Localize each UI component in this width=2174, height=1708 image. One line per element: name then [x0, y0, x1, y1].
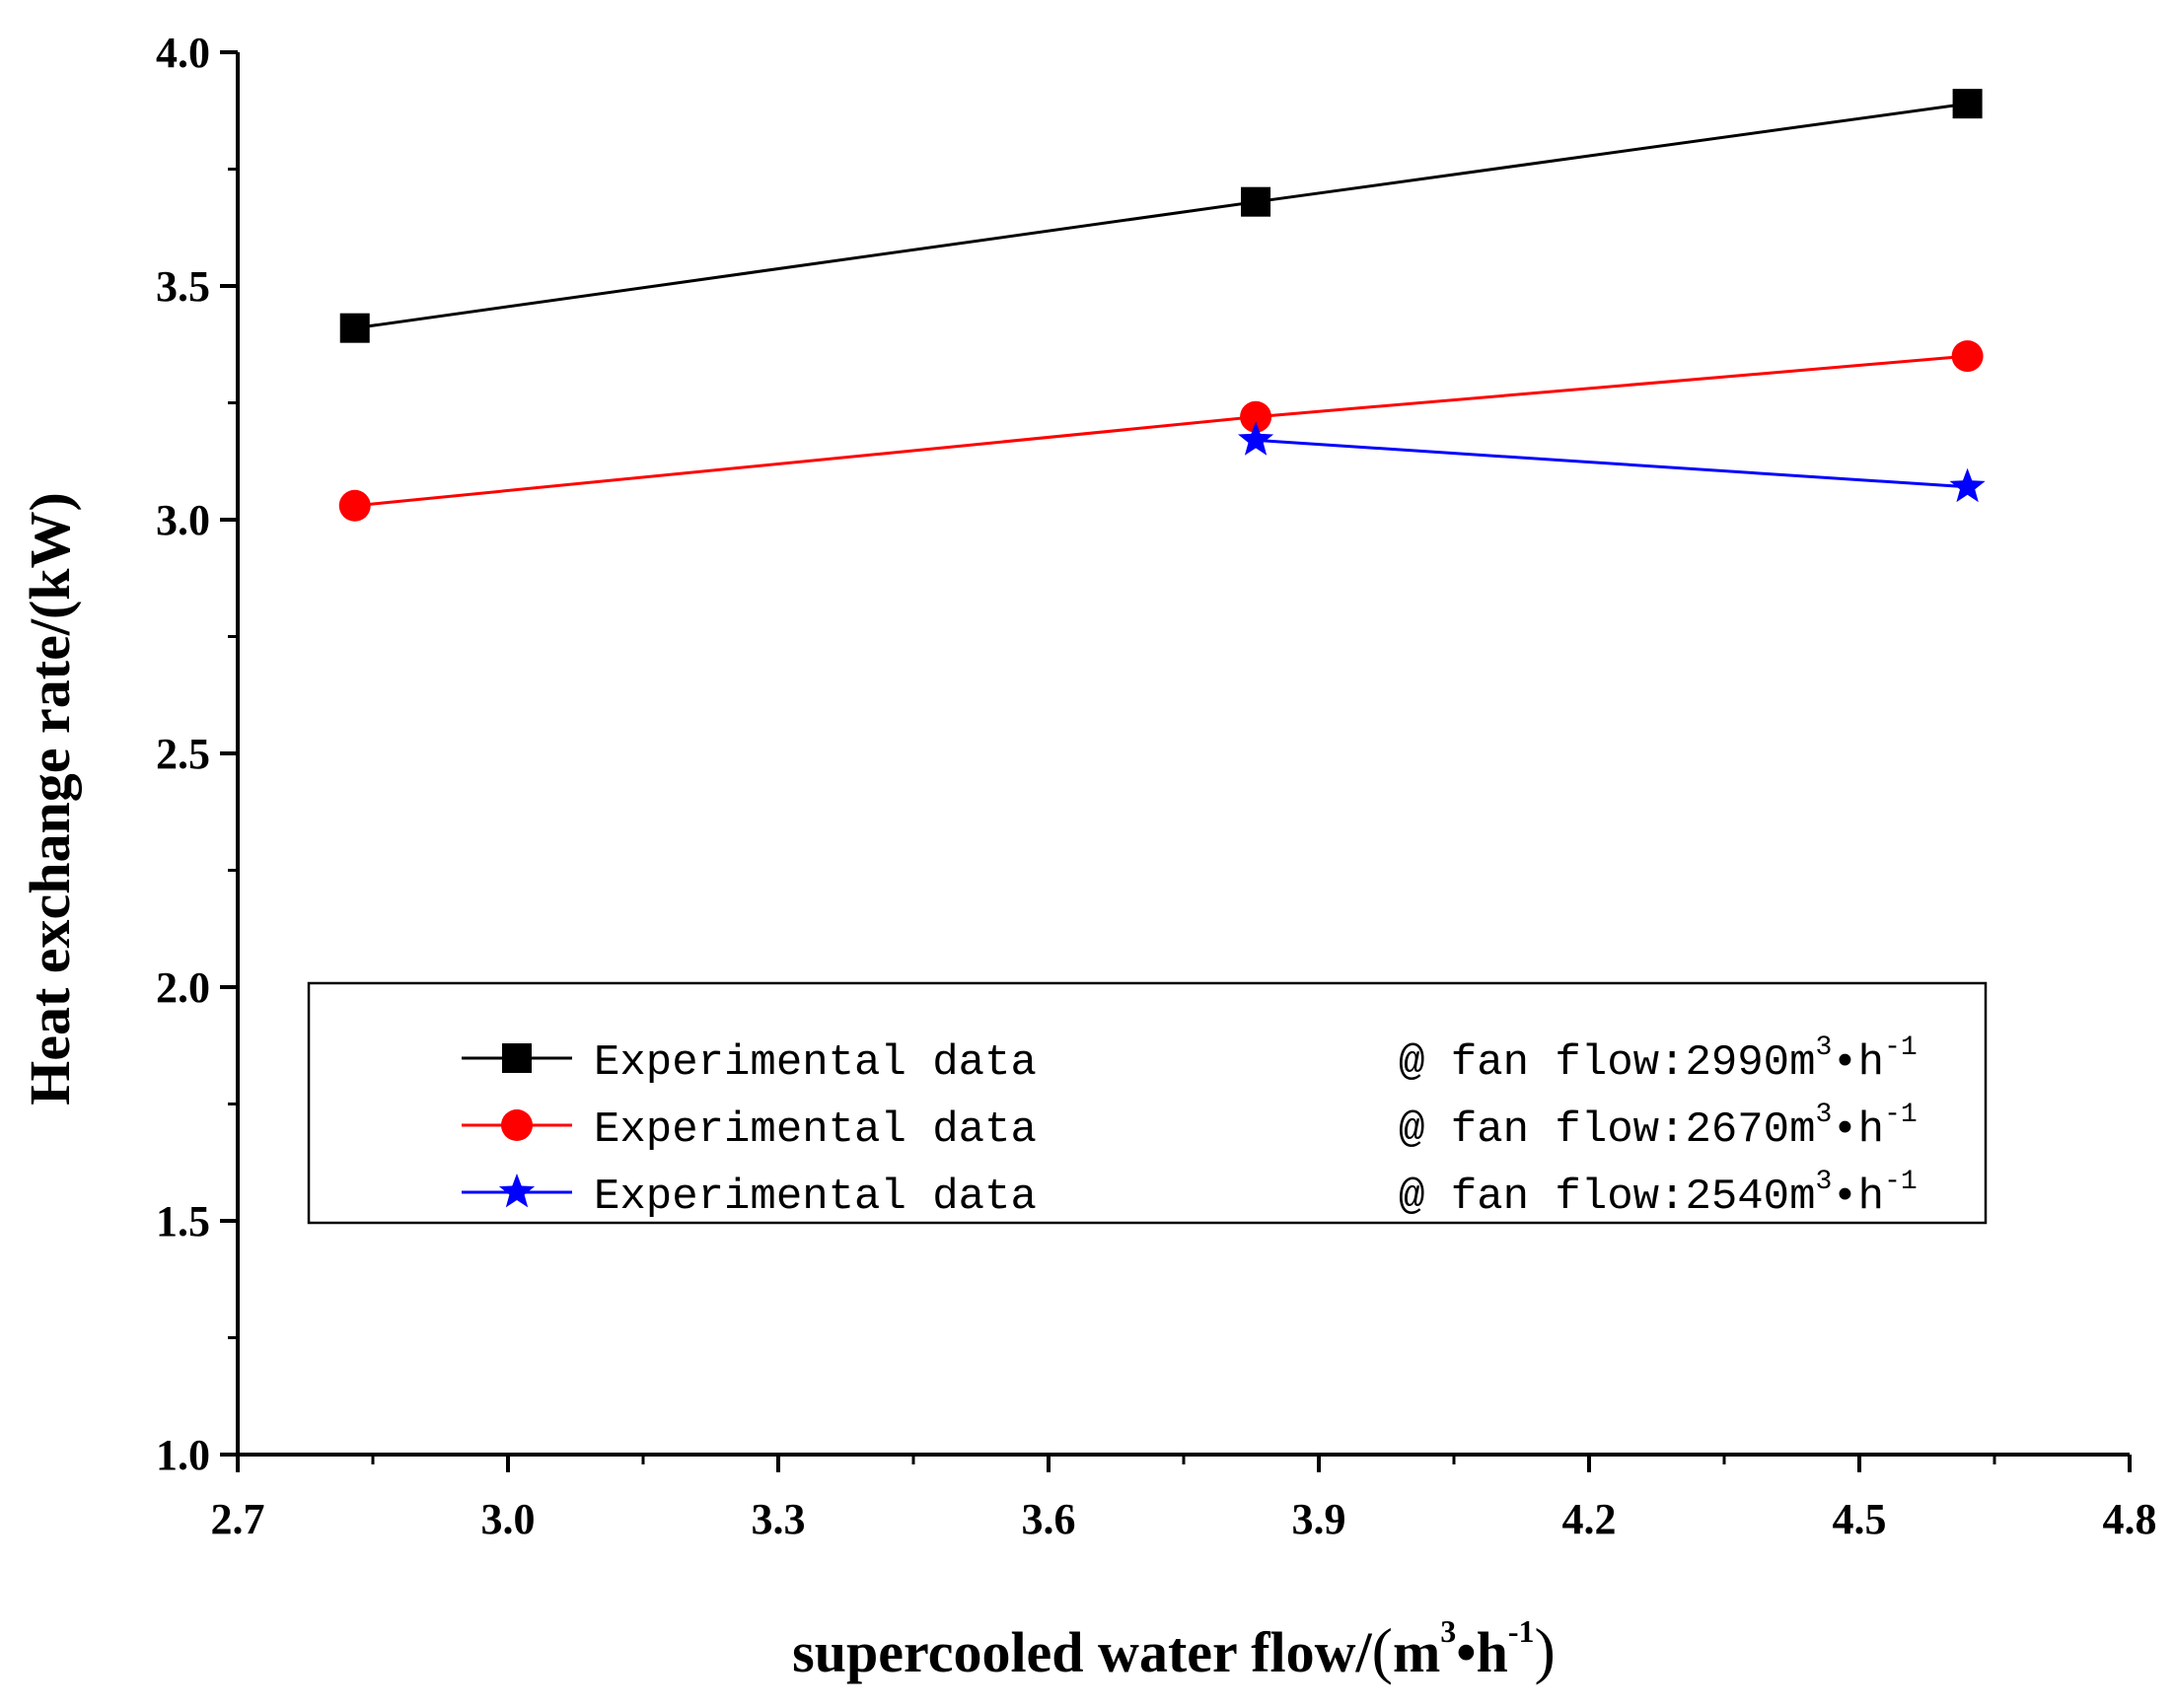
tick-marks: 2.7 3.0 3.3 3.6 3.9 4.2 4.5 4.8 1.0 1.5 2.0 2.5 3.0 3…: [156, 29, 2157, 1543]
legend-condition-bullet-h: •h: [1832, 1038, 1884, 1088]
legend-series-label: Experimental data: [594, 1173, 1037, 1222]
legend: Experimental data @ fan flow:2990m3•h-1Ex…: [307, 981, 1988, 1225]
y-tick-label: 1.0: [156, 1431, 210, 1479]
y-tick-label: 3.5: [156, 262, 210, 311]
legend-condition-text: @ fan flow:2670m: [1399, 1105, 1815, 1155]
legend-condition-bullet-h: •h: [1832, 1173, 1884, 1222]
legend-condition-bullet-h: •h: [1832, 1105, 1884, 1155]
y-tick-label: 3.0: [156, 496, 210, 544]
legend-condition-sup-minus1: -1: [1884, 1032, 1918, 1063]
series-line: [1256, 438, 1968, 489]
data-point-circle: [1951, 340, 1984, 373]
x-axis-title-open-paren: (: [1372, 1615, 1393, 1685]
x-axis-title: supercooled water flow/(m3•h-1): [792, 1613, 1556, 1685]
y-tick-label: 2.0: [156, 963, 210, 1012]
axes: [236, 52, 2130, 1457]
x-tick-label: 4.2: [1562, 1495, 1617, 1543]
legend-condition-label: @ fan flow:2540m3•h-1: [1399, 1167, 1918, 1222]
x-axis-title-main: supercooled water flow/: [792, 1620, 1372, 1684]
legend-condition-sup-3: 3: [1815, 1167, 1832, 1197]
legend-marker-star: [498, 1174, 536, 1208]
data-point-star: [1238, 421, 1274, 456]
legend-marker-circle: [501, 1109, 533, 1141]
data-point-square: [1952, 89, 1983, 119]
legend-box: [307, 981, 1988, 1225]
data-point-square: [1241, 186, 1271, 217]
x-tick-label: 2.7: [211, 1495, 265, 1543]
x-tick-label: 3.9: [1292, 1495, 1346, 1543]
legend-series-label: Experimental data: [594, 1038, 1037, 1088]
data-point-star: [1949, 467, 1986, 503]
legend-condition-sup-minus1: -1: [1884, 1100, 1918, 1130]
data-point-circle: [338, 489, 371, 522]
legend-condition-sup-3: 3: [1815, 1032, 1832, 1063]
series-2: [338, 340, 1984, 522]
y-tick-label: 4.0: [156, 29, 210, 77]
series-3: [1238, 421, 1986, 503]
y-tick-label: 1.5: [156, 1197, 210, 1245]
x-axis-title-sup-3: 3: [1440, 1613, 1456, 1649]
legend-condition-text: @ fan flow:2990m: [1399, 1038, 1815, 1088]
x-tick-label: 3.6: [1022, 1495, 1076, 1543]
y-axis-title: Heat exchange rate/(kW): [18, 492, 82, 1105]
legend-condition-label: @ fan flow:2670m3•h-1: [1399, 1100, 1918, 1155]
legend-condition-sup-3: 3: [1815, 1100, 1832, 1130]
x-tick-label: 4.5: [1833, 1495, 1887, 1543]
data-point-square: [339, 313, 370, 343]
legend-marker-square: [502, 1043, 532, 1073]
legend-condition-label: @ fan flow:2990m3•h-1: [1399, 1032, 1918, 1088]
x-tick-label: 4.8: [2103, 1495, 2157, 1543]
data-point-circle: [1240, 400, 1272, 433]
legend-condition-sup-minus1: -1: [1884, 1167, 1918, 1197]
x-axis-title-unit-m: m: [1393, 1620, 1440, 1684]
x-tick-label: 3.3: [752, 1495, 806, 1543]
series-1: [339, 89, 1983, 343]
x-axis-title-unit-h: h: [1477, 1620, 1508, 1684]
x-axis-title-close-paren: ): [1535, 1615, 1556, 1685]
x-axis-title-bullet: •: [1456, 1620, 1476, 1684]
legend-series-label: Experimental data: [594, 1105, 1037, 1155]
series-line: [354, 102, 1968, 330]
x-axis-title-sup-minus1: -1: [1508, 1613, 1535, 1649]
legend-condition-text: @ fan flow:2540m: [1399, 1173, 1815, 1222]
y-tick-label: 2.5: [156, 730, 210, 778]
series-group: [338, 89, 1986, 522]
series-line: [354, 354, 1968, 508]
x-tick-label: 3.0: [481, 1495, 536, 1543]
